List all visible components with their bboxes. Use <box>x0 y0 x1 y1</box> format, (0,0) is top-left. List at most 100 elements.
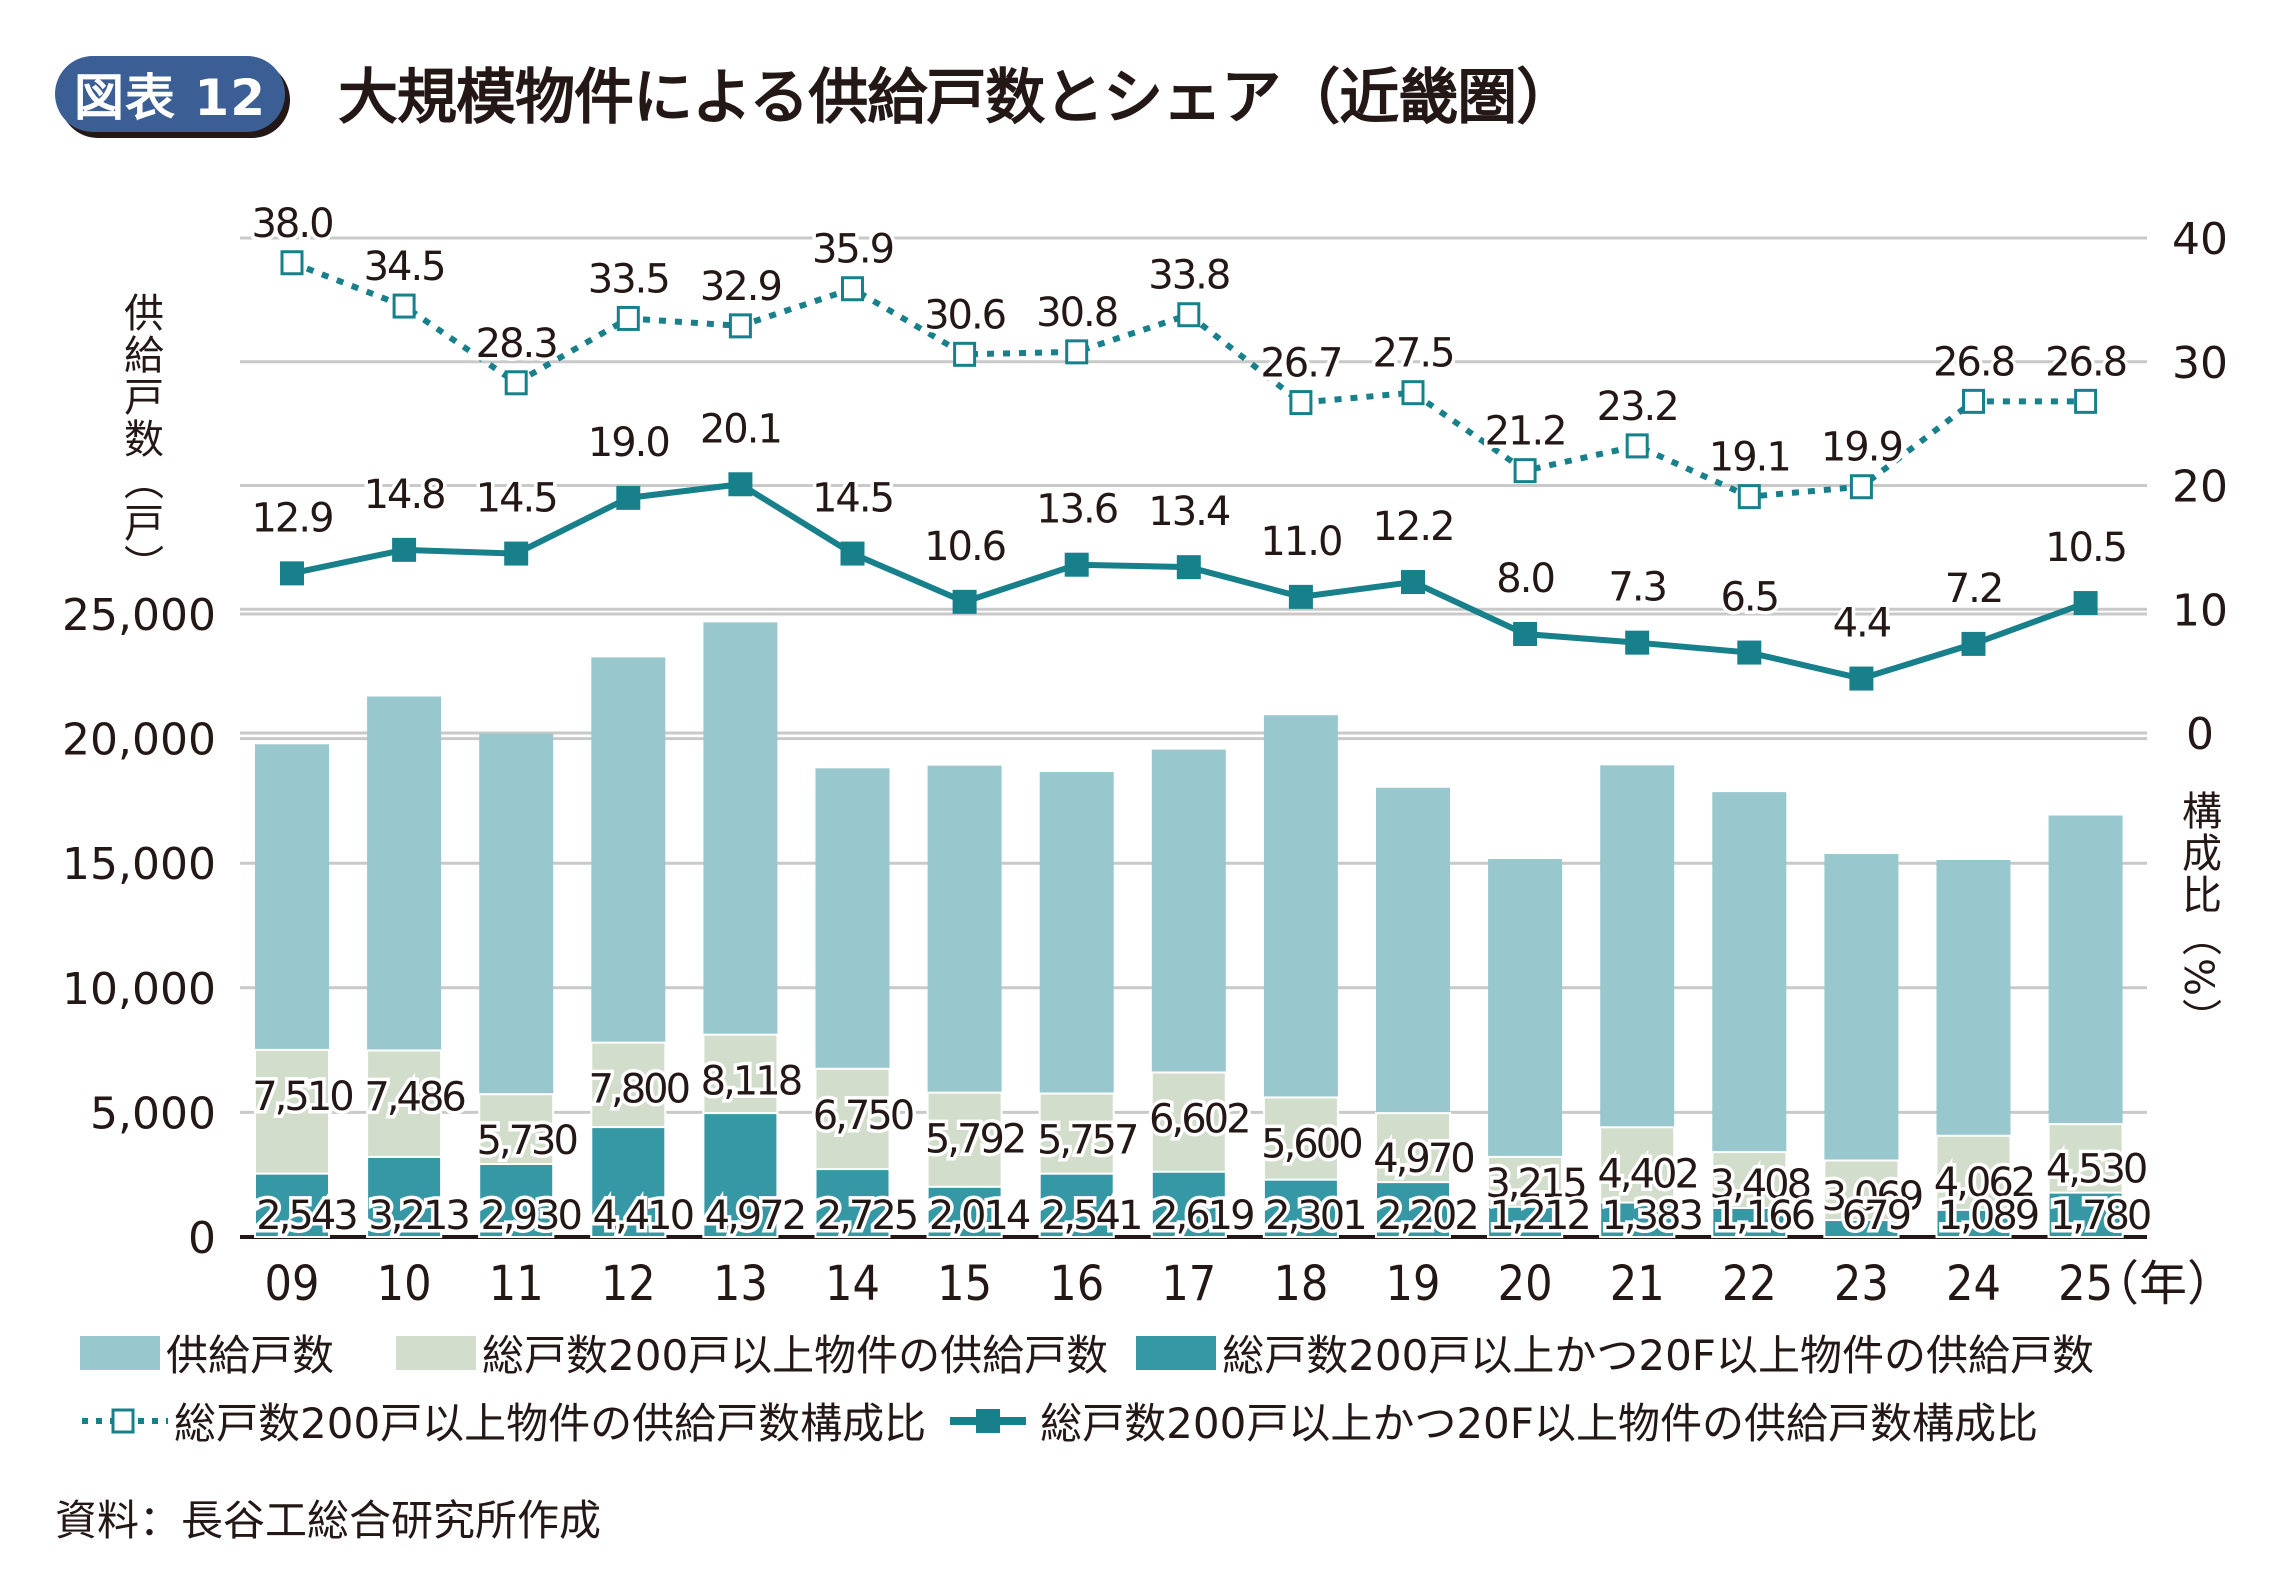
legend-swatch-over200 <box>396 1335 477 1370</box>
point-label-over200-20f-share: 12.2 <box>1372 504 1453 550</box>
bar-over200-20f <box>702 1112 779 1239</box>
bar-label-over200-20f: 679 <box>1842 1193 1910 1239</box>
y2-tick-label: 30 <box>2172 338 2228 389</box>
figure-number: 図表 12 <box>74 69 266 127</box>
bar-over200-20f <box>478 1162 555 1238</box>
bar-label-over200-20f: 3,213 <box>368 1193 468 1239</box>
point-label-over200-share: 38.0 <box>251 201 332 247</box>
point-label-over200-20f-share: 7.2 <box>1945 566 2003 612</box>
legend-swatch-total <box>80 1335 160 1370</box>
marker-over200-20f-share <box>1064 552 1089 577</box>
bar-label-over200: 3,215 <box>1485 1161 1585 1207</box>
point-label-over200-share: 28.3 <box>476 321 557 367</box>
bar-label-over200: 5,730 <box>476 1118 576 1164</box>
point-label-over200-share: 26.8 <box>1933 339 2014 385</box>
bar-over200-20f <box>590 1126 667 1238</box>
x-tick-label: 24 <box>1946 1256 2001 1312</box>
marker-over200-share <box>1513 458 1537 484</box>
bar-over200-20f <box>1150 1170 1227 1238</box>
data-labels: 7,510 7,486 5,730 7,800 8,118 6,750 5,792 5,757… <box>248 197 2156 1242</box>
y2-tick-label: 40 <box>2172 214 2228 265</box>
legend-label-over200-20f-share: 総戸数200戸以上かつ20F以上物件の供給戸数構成比 <box>1040 1399 2038 1448</box>
legend-swatch-over200-20f <box>1136 1335 1217 1370</box>
marker-over200-20f-share <box>840 541 865 566</box>
bar-over200-20f <box>1487 1205 1564 1239</box>
point-label-over200-20f-share: 6.5 <box>1720 575 1778 621</box>
bar-label-over200-20f: 1,089 <box>1938 1193 2038 1239</box>
x-tick-label: 15 <box>937 1256 992 1312</box>
point-label-over200-share: 30.8 <box>1036 290 1117 336</box>
marker-over200-share <box>728 313 752 339</box>
bar-label-over200-20f: 2,202 <box>1377 1193 1477 1239</box>
legend-label-over200-share: 総戸数200戸以上物件の供給戸数構成比 <box>174 1399 927 1448</box>
point-label-over200-20f-share: 8.0 <box>1496 556 1554 602</box>
bar-label-over200-20f: 4,972 <box>705 1193 805 1239</box>
marker-over200-share <box>504 370 528 396</box>
marker-over200-20f-share <box>1401 570 1425 595</box>
bar-over200-20f <box>2047 1191 2124 1239</box>
marker-over200-20f-share <box>280 561 304 586</box>
bar-label-over200-20f: 2,014 <box>929 1193 1030 1239</box>
bar-label-over200: 3,408 <box>1710 1162 1810 1208</box>
marker-over200-20f-share <box>2073 591 2098 616</box>
x-tick-label: 11 <box>489 1256 544 1312</box>
bar-label-over200-20f: 4,410 <box>593 1193 693 1239</box>
bar-over200-20f <box>1599 1201 1676 1239</box>
y2-tick-label: 10 <box>2172 585 2228 636</box>
bars <box>254 622 2124 1239</box>
y-tick-label: 5,000 <box>90 1088 216 1139</box>
y2-tick-label: 20 <box>2172 462 2228 513</box>
bar-label-over200-20f: 2,619 <box>1153 1193 1253 1239</box>
axis-ticks: 0 5,000 10,000 15,000 20,000 25,000 0 10 20 30 40 0… <box>62 214 2235 1312</box>
bar-label-over200: 8,118 <box>701 1059 801 1105</box>
point-label-over200-20f-share: 20.1 <box>700 406 781 452</box>
point-label-over200-20f-share: 10.6 <box>924 524 1005 570</box>
bar-label-over200-20f: 1,383 <box>1601 1193 1701 1239</box>
source-note: 資料：長谷工総合研究所作成 <box>55 1496 602 1545</box>
bar-label-over200-20f: 1,212 <box>1489 1193 1589 1239</box>
bar-label-over200-20f: 2,301 <box>1265 1193 1365 1239</box>
point-label-over200-20f-share: 7.3 <box>1608 565 1666 611</box>
bar-label-over200: 7,800 <box>589 1067 689 1113</box>
marker-over200-20f-share <box>1849 666 1874 691</box>
y-tick-label: 10,000 <box>62 964 216 1015</box>
marker-over200-share <box>953 341 977 367</box>
bar-over200-20f <box>814 1168 891 1239</box>
marker-over200-20f-share <box>1625 630 1650 655</box>
x-tick-label: 14 <box>825 1256 880 1312</box>
marker-over200-share <box>1849 474 1873 500</box>
point-label-over200-share: 32.9 <box>700 264 781 310</box>
x-tick-label: 13 <box>713 1256 768 1312</box>
bar-over200-20f <box>1823 1219 1900 1239</box>
bar-label-over200: 6,602 <box>1149 1096 1249 1142</box>
x-tick-label: 22 <box>1722 1256 1777 1312</box>
point-label-over200-20f-share: 4.4 <box>1833 601 1891 647</box>
bar-label-over200: 4,530 <box>2046 1147 2146 1193</box>
x-tick-label: 25 <box>2058 1256 2113 1312</box>
point-label-over200-share: 19.9 <box>1821 425 1902 471</box>
marker-over200-20f-share <box>504 541 529 566</box>
y-tick-label: 0 <box>188 1213 216 1264</box>
x-tick-label: 17 <box>1161 1256 1216 1312</box>
legend-label-total: 供給戸数 <box>166 1331 335 1380</box>
point-label-over200-share: 26.8 <box>2045 339 2126 385</box>
point-label-over200-20f-share: 19.0 <box>588 420 669 466</box>
bar-label-over200: 5,792 <box>925 1117 1025 1163</box>
marker-over200-share <box>1401 380 1425 406</box>
x-unit-label: （年） <box>2091 1256 2235 1312</box>
marker-over200-share <box>1065 339 1089 365</box>
bar-over200-20f <box>1935 1208 2012 1238</box>
point-label-over200-20f-share: 13.6 <box>1036 487 1117 533</box>
bar-label-over200: 5,600 <box>1261 1121 1361 1167</box>
x-tick-label: 19 <box>1386 1256 1441 1312</box>
legend-dotted-line-open-square-icon <box>82 1408 168 1433</box>
marker-over200-share <box>2074 388 2098 414</box>
bar-label-over200: 6,750 <box>813 1093 913 1139</box>
point-label-over200-share: 26.7 <box>1260 341 1341 387</box>
point-label-over200-20f-share: 14.5 <box>476 476 557 522</box>
bar-over200-20f <box>926 1185 1003 1239</box>
marker-over200-20f-share <box>1176 555 1201 580</box>
point-label-over200-20f-share: 14.8 <box>364 472 445 518</box>
legend-row-1: 供給戸数 総戸数200戸以上物件の供給戸数 総戸数200戸以上かつ20F以上物件… <box>80 1322 2094 1383</box>
